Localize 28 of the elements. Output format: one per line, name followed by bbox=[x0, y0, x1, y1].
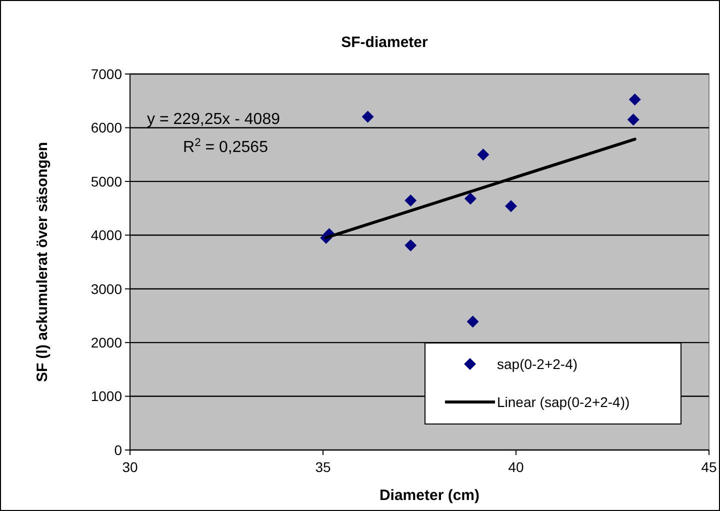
annotation: R$^{2}$ = 0,2565 bbox=[183, 137, 268, 156]
point bbox=[466, 316, 479, 328]
point bbox=[628, 94, 641, 106]
y-tick-label: 5000 bbox=[90, 173, 122, 190]
y-tick-label: 4000 bbox=[90, 227, 122, 244]
point bbox=[627, 114, 640, 126]
y-axis-title: SF (l) ackumulerat över säsongen bbox=[34, 142, 51, 382]
x-tick-label: 30 bbox=[122, 459, 138, 475]
y-tick-label: 3000 bbox=[90, 280, 122, 297]
point bbox=[362, 110, 374, 123]
point bbox=[404, 239, 417, 252]
point bbox=[477, 148, 490, 161]
x-tick-label: 40 bbox=[508, 459, 524, 475]
point bbox=[464, 192, 476, 205]
point bbox=[504, 200, 517, 212]
y-tick-label: 2000 bbox=[90, 334, 122, 350]
y-tick-label: 7000 bbox=[90, 66, 122, 82]
y-tick-label: 1000 bbox=[90, 388, 122, 404]
legend-label: sap(0-2+2-4) bbox=[497, 356, 578, 372]
x-tick-label: 35 bbox=[315, 459, 331, 475]
y-tick-label: 6000 bbox=[90, 120, 122, 136]
legend-label: Linear (sap(0-2+2-4)) bbox=[497, 394, 630, 410]
chart-title: SF-diameter bbox=[341, 34, 428, 51]
x-tick-label: 45 bbox=[701, 459, 717, 475]
y-tick-label: 0 bbox=[114, 442, 122, 458]
annotation: y = 229,25x - 4089 bbox=[147, 111, 280, 128]
x-axis-title: Diameter (cm) bbox=[379, 487, 480, 504]
point bbox=[404, 194, 417, 206]
